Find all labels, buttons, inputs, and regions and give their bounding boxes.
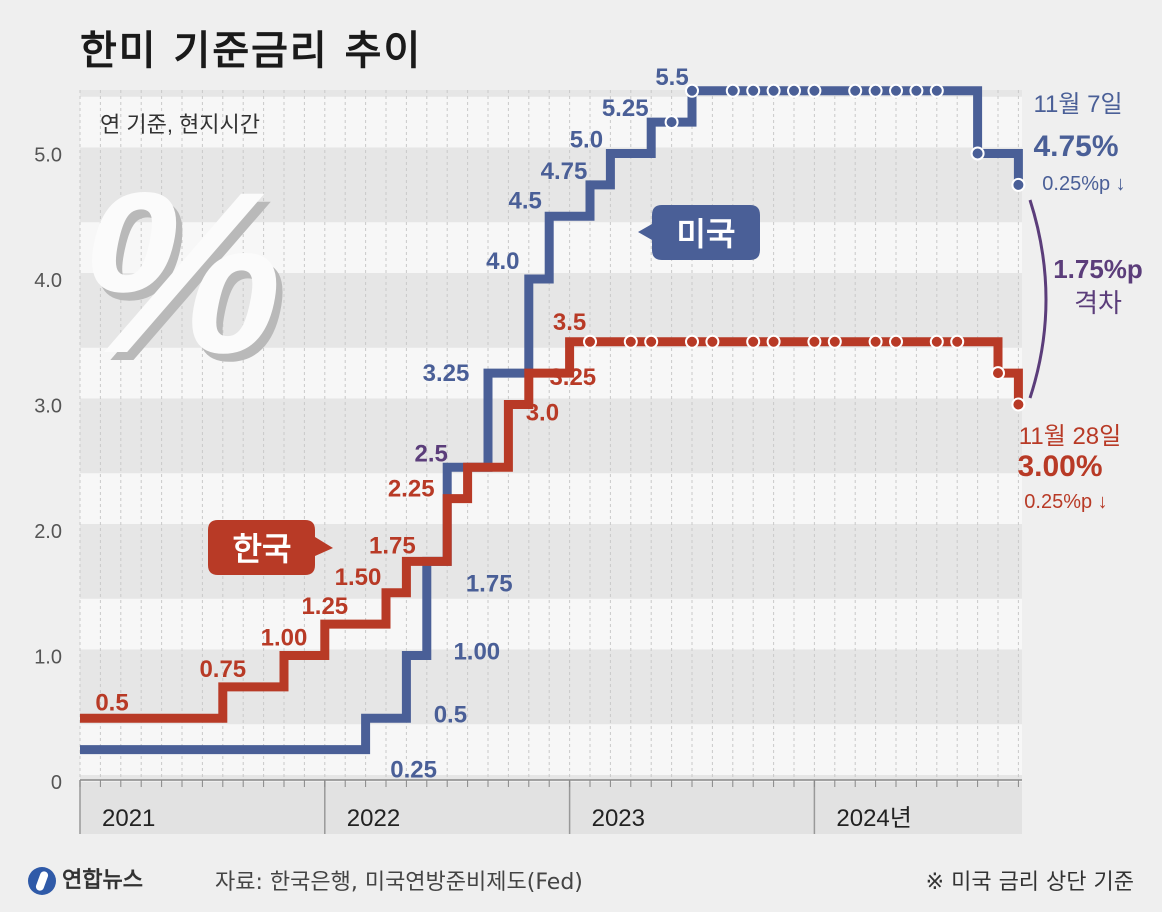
kr-decision-marker [950, 334, 965, 349]
kr-decision-marker [644, 334, 659, 349]
us-rate-label: 4.0 [486, 248, 519, 275]
us-decision-marker [970, 146, 985, 161]
x-year-label: 2024년 [836, 805, 911, 832]
y-tick-label: 2.0 [34, 521, 62, 543]
us-decision-marker [909, 83, 924, 98]
kr-decision-marker [807, 334, 822, 349]
us-decision-marker [766, 83, 781, 98]
us-decision-marker [685, 83, 699, 98]
us-decision-marker [868, 83, 883, 98]
yonhap-logo: 연합뉴스 [28, 862, 143, 895]
us-rate-label: 5.25 [602, 95, 649, 122]
plot-area [80, 90, 1022, 780]
y-tick-label: 0 [51, 772, 62, 794]
kr-decision-marker [929, 334, 944, 349]
us-series-label: 미국 [677, 216, 736, 252]
kr-decision-marker [827, 334, 842, 349]
us-rate-label: 1.00 [453, 639, 500, 666]
us-rate-label: 0.5 [434, 701, 467, 728]
kr-decision-marker [583, 334, 597, 349]
source-note: 자료: 한국은행, 미국연방준비제도(Fed) [215, 870, 583, 895]
kr-callout-rate: 3.00% [1017, 450, 1102, 483]
band [80, 598, 1022, 650]
kr-decision-marker [868, 334, 883, 349]
us-callout-change: 0.25%p ↓ [1042, 173, 1125, 195]
kr-decision-marker [991, 366, 1005, 381]
kr-decision-marker [1011, 397, 1026, 412]
x-year-label: 2023 [592, 805, 645, 832]
gap-bracket [1028, 199, 1048, 399]
kr-series-tag [208, 520, 333, 575]
us-rate-label: 1.75 [466, 570, 513, 597]
footnote: ※ 미국 금리 상단 기준 [925, 870, 1134, 895]
x-year-label: 2022 [347, 805, 400, 832]
us-series-tag [638, 205, 760, 260]
kr-rate-label: 3.0 [526, 400, 559, 427]
us-callout-date: 11월 7일 [1033, 91, 1122, 118]
us-decision-marker [746, 83, 761, 98]
us-rate-label: 5.0 [570, 127, 603, 154]
kr-decision-marker [685, 334, 699, 349]
us-decision-marker [848, 83, 863, 98]
y-tick-label: 3.0 [34, 396, 62, 418]
kr-rate-label: 1.25 [301, 593, 348, 620]
kr-rate-label: 0.5 [95, 689, 128, 716]
y-tick-label: 5.0 [34, 145, 62, 167]
us-rate-label: 0.25 [390, 757, 437, 784]
kr-decision-marker [705, 334, 720, 349]
y-tick-label: 1.0 [34, 647, 62, 669]
logo-text: 연합뉴스 [62, 868, 143, 893]
us-decision-marker [664, 115, 679, 130]
us-rate-label: 4.75 [541, 158, 588, 185]
kr-rate-label: 3.5 [553, 309, 586, 336]
kr-decision-marker [889, 334, 903, 349]
kr-rate-label: 0.75 [199, 656, 246, 683]
kr-callout-date: 11월 28일 [1019, 423, 1121, 450]
us-rate-line [80, 86, 1023, 755]
chart-title: 한미 기준금리 추이 [80, 28, 423, 74]
kr-series-label: 한국 [233, 531, 292, 567]
us-rate-label: 3.25 [423, 360, 470, 387]
us-decision-marker [889, 83, 903, 98]
us-rate-label: 5.5 [655, 64, 688, 91]
kr-rate-label: 2.25 [388, 476, 435, 503]
gap-label: 격차 [1074, 288, 1122, 318]
us-decision-marker [725, 83, 740, 98]
kr-decision-marker [623, 334, 638, 349]
y-tick-label: 4.0 [34, 270, 62, 292]
yonhap-logo-icon [28, 867, 56, 895]
us-decision-marker [807, 83, 822, 98]
band [80, 96, 1022, 148]
kr-callout-change: 0.25%p ↓ [1024, 491, 1107, 513]
band [80, 473, 1022, 524]
kr-rate-label: 1.50 [335, 564, 382, 591]
kr-decision-marker [766, 334, 781, 349]
chart-note: 연 기준, 현지시간 [100, 112, 260, 137]
us-decision-marker [1011, 177, 1026, 192]
gap-value: 1.75%p [1053, 254, 1143, 284]
us-decision-marker [929, 83, 944, 98]
us-rate-label: 2.5 [415, 440, 448, 467]
kr-rate-line [80, 337, 1023, 723]
us-rate-label: 4.5 [509, 187, 542, 214]
kr-rate-label: 1.00 [261, 625, 308, 652]
us-decision-marker [787, 83, 801, 98]
x-year-label: 2021 [102, 805, 155, 832]
kr-decision-marker [746, 334, 761, 349]
kr-rate-label: 3.25 [549, 364, 596, 391]
x-axis-band [80, 782, 1022, 834]
kr-rate-label: 1.75 [369, 532, 416, 559]
us-callout-rate: 4.75% [1033, 130, 1118, 163]
